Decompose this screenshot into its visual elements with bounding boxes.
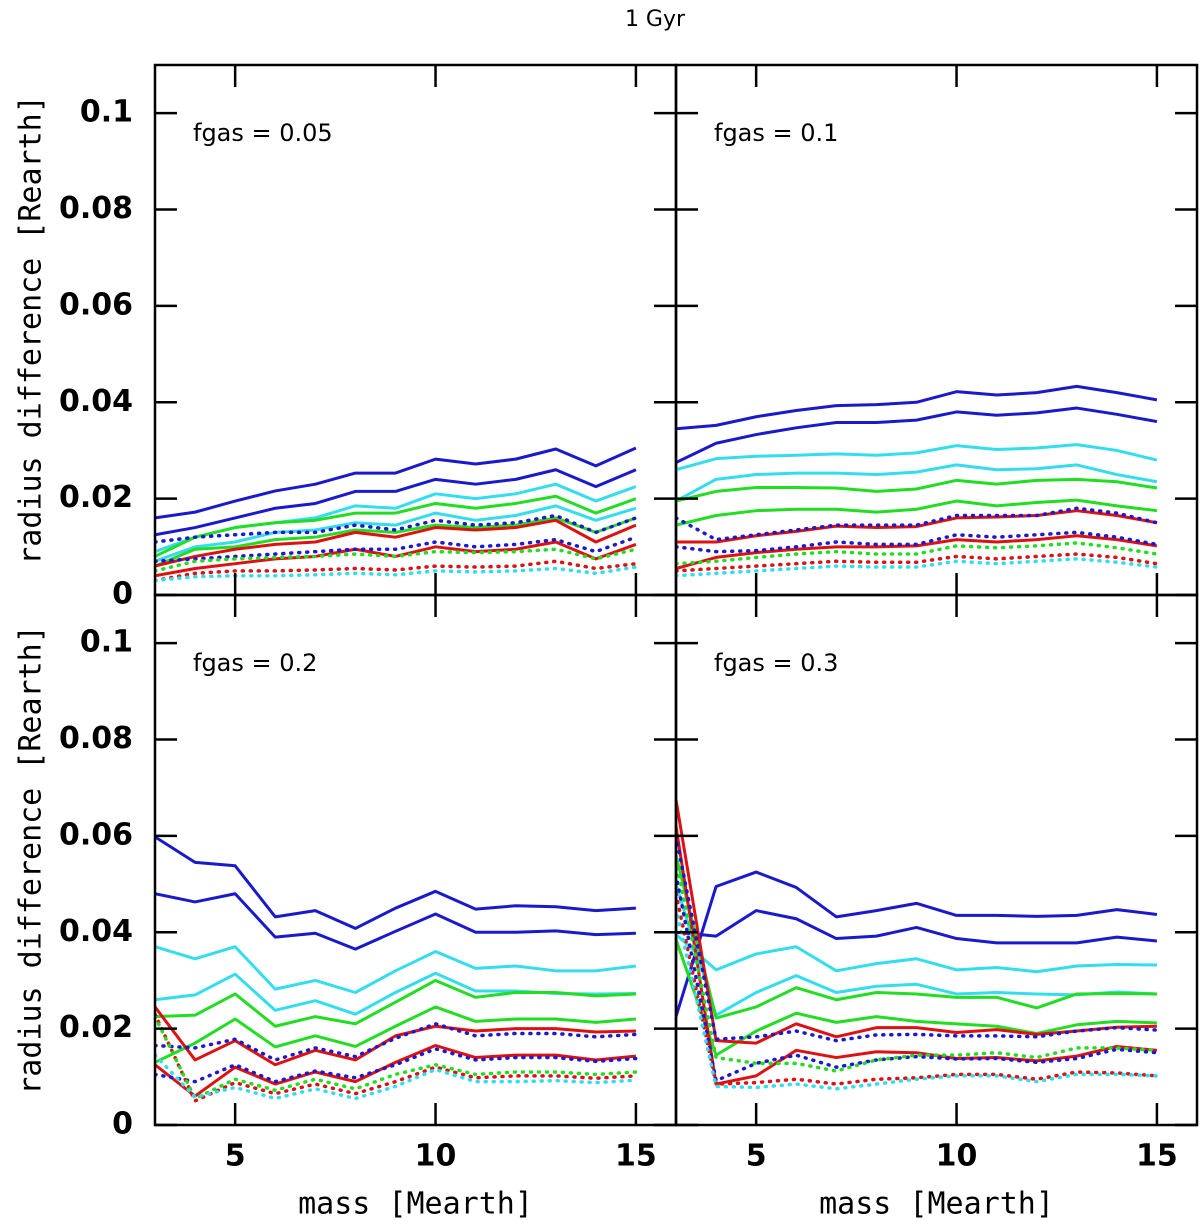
solid-line [676, 854, 1157, 1020]
panel-annotation: fgas = 0.1 [714, 119, 838, 147]
solid-line [676, 799, 1157, 1045]
y-tick-label: 0.1 [80, 625, 133, 660]
y-tick-label: 0.04 [59, 384, 133, 419]
y-tick-label: 0.08 [59, 191, 133, 226]
solid-line [676, 909, 1158, 945]
y-tick-label: 0.1 [80, 95, 133, 130]
dotted-line [155, 535, 638, 564]
y-tick-label: 0 [112, 1107, 133, 1142]
x-tick-label: 10 [936, 1139, 978, 1174]
dotted-line [676, 557, 1159, 578]
solid-line [676, 933, 1157, 974]
y-tick-label: 0 [112, 577, 133, 612]
solid-line [155, 1044, 637, 1098]
solid-line [676, 406, 1158, 464]
x-axis-label: mass [Mearth] [819, 1187, 1054, 1222]
plot-lines [155, 446, 638, 583]
dotted-line [676, 834, 1159, 1043]
y-tick-label: 0.04 [59, 914, 133, 949]
solid-line [676, 463, 1158, 503]
dotted-line [155, 1053, 638, 1101]
plot-lines [676, 799, 1159, 1091]
solid-line [676, 443, 1158, 472]
solid-line [155, 892, 636, 951]
figure-title: 1 Gyr [625, 7, 686, 32]
solid-line [155, 1005, 637, 1064]
solid-line [676, 384, 1158, 431]
x-tick-label: 15 [615, 1139, 657, 1174]
dotted-line [155, 1012, 638, 1103]
solid-line [155, 945, 637, 994]
dotted-line [676, 891, 1159, 1086]
solid-line [155, 518, 637, 568]
solid-line [155, 835, 637, 930]
dotted-line [155, 513, 638, 544]
solid-line [155, 446, 637, 520]
panel-frame [674, 593, 1199, 1127]
y-tick-label: 0.06 [59, 287, 133, 322]
x-axis-label: mass [Mearth] [298, 1187, 533, 1222]
dotted-line [155, 559, 638, 583]
dotted-line [676, 541, 1159, 566]
x-tick-label: 15 [1136, 1139, 1178, 1174]
plot-lines [676, 384, 1159, 578]
solid-line [676, 477, 1158, 503]
solid-line [155, 468, 637, 537]
y-tick-label: 0.08 [59, 721, 133, 756]
solid-line [676, 939, 1157, 1057]
x-tick-label: 5 [225, 1139, 246, 1174]
x-tick-label: 5 [746, 1139, 767, 1174]
dotted-line [676, 872, 1159, 1083]
dotted-line [155, 547, 638, 573]
y-tick-label: 0.06 [59, 817, 133, 852]
x-tick-label: 10 [415, 1139, 457, 1174]
dotted-line [155, 1022, 638, 1062]
panel-annotation: fgas = 0.3 [714, 649, 838, 677]
plot-lines [155, 835, 638, 1103]
dotted-line [676, 506, 1159, 542]
dotted-line [676, 552, 1159, 573]
solid-line [676, 826, 1158, 1086]
dotted-line [155, 1047, 638, 1084]
y-tick-label: 0.02 [59, 1010, 133, 1045]
y-axis-label: radius difference [Rearth] [14, 625, 49, 1095]
dotted-line [155, 1014, 638, 1101]
dotted-line [676, 530, 1159, 554]
solid-line [676, 870, 1158, 1018]
panel-annotation: fgas = 0.05 [193, 119, 333, 147]
y-axis-label: radius difference [Rearth] [14, 95, 49, 565]
solid-line [676, 498, 1158, 527]
y-tick-label: 0.02 [59, 480, 133, 515]
solid-line [155, 504, 637, 563]
solid-line [155, 516, 637, 568]
dotted-line [676, 906, 1159, 1091]
solid-line [676, 509, 1158, 544]
dotted-line [676, 858, 1159, 1073]
panel-annotation: fgas = 0.2 [193, 649, 317, 677]
solid-line [155, 978, 636, 1028]
solid-line [155, 494, 637, 558]
